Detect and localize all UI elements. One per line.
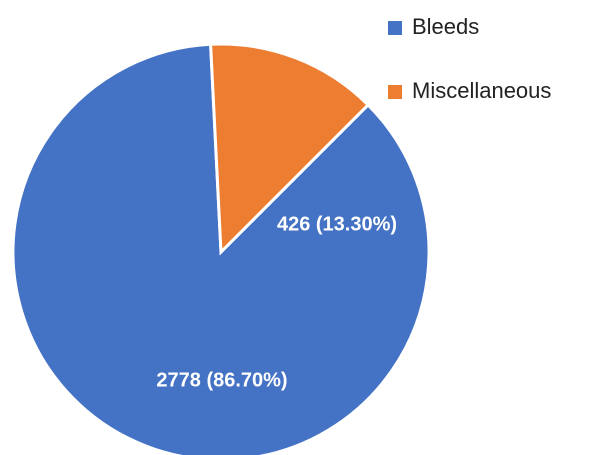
legend-swatch — [388, 85, 402, 99]
data-label: 2778 (86.70%) — [156, 369, 287, 391]
pie-slice — [11, 42, 431, 455]
legend-label: Miscellaneous — [412, 78, 551, 103]
legend-swatch — [388, 21, 402, 35]
legend-label: Bleeds — [412, 14, 479, 39]
pie-slice — [209, 42, 371, 256]
data-label: 426 (13.30%) — [277, 213, 397, 235]
